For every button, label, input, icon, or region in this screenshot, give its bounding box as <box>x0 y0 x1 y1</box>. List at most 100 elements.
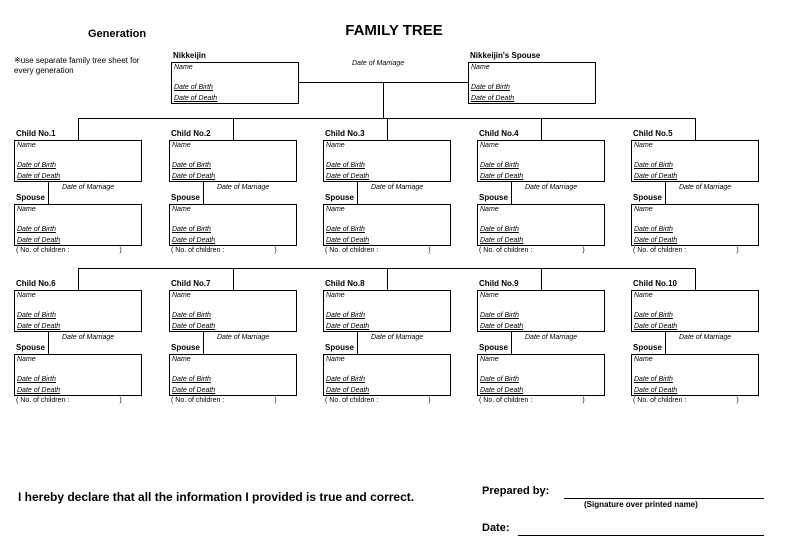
child-box[interactable]: Name Date of Birth Date of Death <box>477 290 605 332</box>
nikkeijin-name-label: Name <box>172 63 298 73</box>
prepared-by-label: Prepared by: <box>482 485 549 497</box>
spouse-name-label: Name <box>170 205 296 215</box>
spouse-box[interactable]: Name Date of Birth Date of Death <box>631 204 759 246</box>
connector-child-spouse <box>203 182 204 204</box>
spouse-dob-label: Date of Birth <box>632 375 758 385</box>
spouse-name-label: Name <box>15 355 141 365</box>
connector-child-spouse <box>48 332 49 354</box>
spouse-title: Spouse <box>169 192 202 203</box>
spouse-dod-label: Date of Death <box>324 386 450 396</box>
spouse-name-label: Name <box>324 205 450 215</box>
child-dom-label: Date of Marriage <box>62 334 114 341</box>
child-dom-label: Date of Marriage <box>217 334 269 341</box>
child-dob-label: Date of Birth <box>15 161 141 171</box>
child-box[interactable]: Name Date of Birth Date of Death <box>631 140 759 182</box>
connector-child-spouse <box>665 332 666 354</box>
page-title: FAMILY TREE <box>345 22 443 39</box>
child-dob-label: Date of Birth <box>632 311 758 321</box>
connector-child-v <box>695 268 696 290</box>
child-dob-label: Date of Birth <box>15 311 141 321</box>
child-box[interactable]: Name Date of Birth Date of Death <box>169 140 297 182</box>
nikkeijin-box[interactable]: Name Date of Birth Date of Death <box>171 62 299 104</box>
spouse-dob-label: Date of Birth <box>15 225 141 235</box>
child-title: Child No.1 <box>14 128 58 139</box>
spouse-box[interactable]: Name Date of Birth Date of Death <box>323 204 451 246</box>
child-name-label: Name <box>324 291 450 301</box>
child-title: Child No.7 <box>169 278 213 289</box>
child-box[interactable]: Name Date of Birth Date of Death <box>169 290 297 332</box>
spouse-dob-label: Date of Birth <box>170 375 296 385</box>
child-dod-label: Date of Death <box>15 322 141 332</box>
child-dom-label: Date of Marriage <box>371 334 423 341</box>
spouse-box[interactable]: Name Date of Birth Date of Death <box>477 354 605 396</box>
num-children-label: ( No. of children :) <box>479 247 607 254</box>
child-box[interactable]: Name Date of Birth Date of Death <box>14 290 142 332</box>
child-dob-label: Date of Birth <box>632 161 758 171</box>
spouse-dod-label: Date of Death <box>170 236 296 246</box>
child-title: Child No.6 <box>14 278 58 289</box>
child-dom-label: Date of Marriage <box>217 184 269 191</box>
spouse-box[interactable]: Name Date of Birth Date of Death <box>169 204 297 246</box>
nikkeijin-spouse-title: Nikkeijin's Spouse <box>468 50 542 61</box>
spouse-box[interactable]: Name Date of Birth Date of Death <box>14 204 142 246</box>
child-dob-label: Date of Birth <box>324 311 450 321</box>
spouse-name-label: Name <box>170 355 296 365</box>
spouse-dob-label: Date of Birth <box>632 225 758 235</box>
date-label: Date: <box>482 522 510 534</box>
num-children-label: ( No. of children :) <box>479 397 607 404</box>
connector-child-v <box>695 118 696 140</box>
child-name-label: Name <box>15 141 141 151</box>
spouse-box[interactable]: Name Date of Birth Date of Death <box>477 204 605 246</box>
child-box[interactable]: Name Date of Birth Date of Death <box>477 140 605 182</box>
num-children-label: ( No. of children :) <box>16 397 144 404</box>
spouse-title: Spouse <box>323 192 356 203</box>
spouse-dod-label: Date of Death <box>170 386 296 396</box>
child-title: Child No.4 <box>477 128 521 139</box>
child-name-label: Name <box>478 141 604 151</box>
spouse-dod-label: Date of Death <box>478 386 604 396</box>
child-name-label: Name <box>324 141 450 151</box>
spouse-dod-label: Date of Death <box>632 386 758 396</box>
note-text: use separate family tree sheet for every… <box>14 56 154 75</box>
child-dod-label: Date of Death <box>324 322 450 332</box>
num-children-label: ( No. of children :) <box>633 247 761 254</box>
child-box[interactable]: Name Date of Birth Date of Death <box>631 290 759 332</box>
child-dod-label: Date of Death <box>170 322 296 332</box>
child-dom-label: Date of Marriage <box>679 184 731 191</box>
connector-child-spouse <box>48 182 49 204</box>
nikkeijin-spouse-name-label: Name <box>469 63 595 73</box>
spouse-name-label: Name <box>478 355 604 365</box>
spouse-dob-label: Date of Birth <box>324 375 450 385</box>
signature-note: (Signature over printed name) <box>584 500 698 509</box>
date-line <box>518 535 764 536</box>
connector-child-v <box>387 118 388 140</box>
connector-child-spouse <box>357 332 358 354</box>
spouse-title: Spouse <box>323 342 356 353</box>
spouse-box[interactable]: Name Date of Birth Date of Death <box>631 354 759 396</box>
child-title: Child No.10 <box>631 278 679 289</box>
nikkeijin-spouse-box[interactable]: Name Date of Birth Date of Death <box>468 62 596 104</box>
child-dod-label: Date of Death <box>478 172 604 182</box>
connector-child-v <box>387 268 388 290</box>
child-box[interactable]: Name Date of Birth Date of Death <box>323 140 451 182</box>
child-box[interactable]: Name Date of Birth Date of Death <box>14 140 142 182</box>
spouse-box[interactable]: Name Date of Birth Date of Death <box>323 354 451 396</box>
child-dom-label: Date of Marriage <box>371 184 423 191</box>
nikkeijin-dod-label: Date of Death <box>172 94 298 104</box>
num-children-label: ( No. of children :) <box>325 397 453 404</box>
generation-label: Generation <box>88 28 146 40</box>
child-dom-label: Date of Marriage <box>525 334 577 341</box>
num-children-label: ( No. of children :) <box>171 247 299 254</box>
spouse-dob-label: Date of Birth <box>324 225 450 235</box>
spouse-dob-label: Date of Birth <box>478 375 604 385</box>
spouse-box[interactable]: Name Date of Birth Date of Death <box>14 354 142 396</box>
spouse-name-label: Name <box>632 355 758 365</box>
spouse-box[interactable]: Name Date of Birth Date of Death <box>169 354 297 396</box>
child-name-label: Name <box>478 291 604 301</box>
child-title: Child No.8 <box>323 278 367 289</box>
nikkeijin-dob-label: Date of Birth <box>172 83 298 93</box>
child-dod-label: Date of Death <box>632 172 758 182</box>
spouse-dob-label: Date of Birth <box>15 375 141 385</box>
spouse-dod-label: Date of Death <box>632 236 758 246</box>
child-box[interactable]: Name Date of Birth Date of Death <box>323 290 451 332</box>
